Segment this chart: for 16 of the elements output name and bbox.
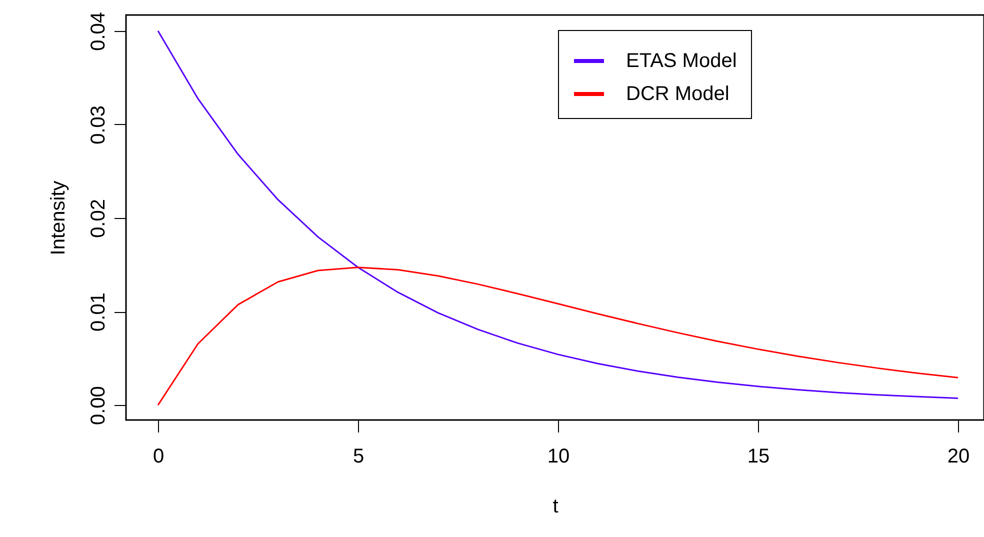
x-tick-label: 5: [352, 446, 364, 468]
y-tick-label: 0.01: [88, 292, 110, 332]
x-tick-label: 15: [747, 446, 770, 468]
y-axis-title: Intensity: [48, 180, 70, 256]
legend-label: DCR Model: [626, 83, 730, 105]
line-series: [157, 266, 959, 406]
y-tick-label: 0.00: [88, 386, 110, 426]
x-tick-label: 20: [947, 446, 970, 468]
x-tick-label: 10: [547, 446, 570, 468]
legend-label: ETAS Model: [626, 50, 737, 72]
y-tick-label: 0.03: [88, 105, 110, 144]
y-tick-label: 0.04: [88, 12, 110, 51]
y-tick-label: 0.02: [88, 199, 110, 238]
line-series: [157, 30, 959, 399]
x-tick-label: 0: [152, 446, 164, 468]
x-axis-title: t: [552, 496, 559, 518]
